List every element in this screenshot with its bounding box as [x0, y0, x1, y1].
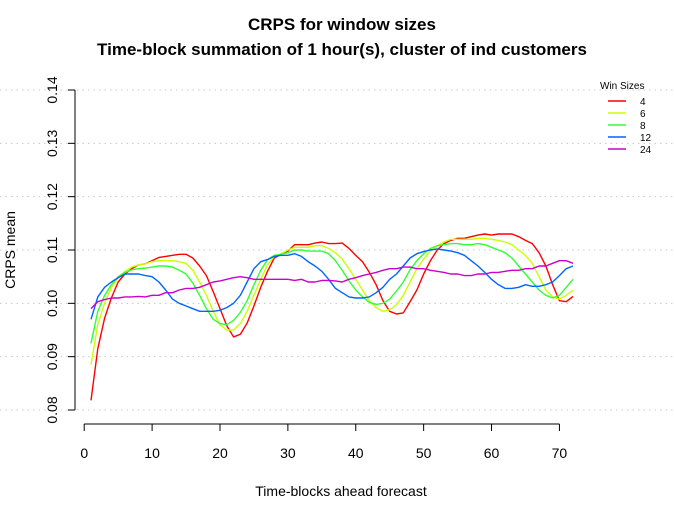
legend-label-24: 24 [640, 145, 652, 156]
series-line-24 [90, 259, 574, 310]
x-tick-label: 10 [144, 445, 160, 461]
x-tick-label: 50 [416, 445, 432, 461]
series-lines [90, 233, 574, 401]
series-line-12 [90, 248, 574, 320]
x-axis: 0 10 20 30 40 50 60 70 [80, 423, 568, 461]
series-line-6 [90, 237, 574, 365]
legend-title: Win Sizes [600, 81, 644, 92]
y-axis-label: CRPS mean [2, 211, 18, 289]
x-axis-label: Time-blocks ahead forecast [255, 483, 427, 499]
series-line-4 [90, 233, 574, 401]
x-tick-label: 70 [552, 445, 568, 461]
gridlines [0, 89, 674, 411]
x-tick-label: 40 [348, 445, 364, 461]
legend-label-6: 6 [640, 109, 646, 120]
legend-label-12: 12 [640, 133, 652, 144]
x-tick-label: 20 [212, 445, 228, 461]
chart-title-line1: CRPS for window sizes [248, 15, 436, 34]
y-tick-label: 0.10 [44, 289, 60, 316]
legend-label-4: 4 [640, 97, 646, 108]
x-tick-label: 60 [484, 445, 500, 461]
legend-label-8: 8 [640, 121, 646, 132]
x-tick-label: 30 [280, 445, 296, 461]
y-tick-label: 0.14 [44, 76, 60, 103]
series-line-8 [90, 242, 574, 344]
y-axis: 0.08 0.09 0.10 0.11 0.12 0.13 0.14 [44, 76, 76, 424]
x-tick-label: 0 [80, 445, 88, 461]
y-tick-label: 0.12 [44, 183, 60, 210]
y-tick-label: 0.08 [44, 396, 60, 423]
chart-title-line2: Time-block summation of 1 hour(s), clust… [97, 40, 587, 59]
y-tick-label: 0.09 [44, 343, 60, 370]
y-tick-label: 0.13 [44, 129, 60, 156]
y-tick-label: 0.11 [44, 237, 60, 263]
